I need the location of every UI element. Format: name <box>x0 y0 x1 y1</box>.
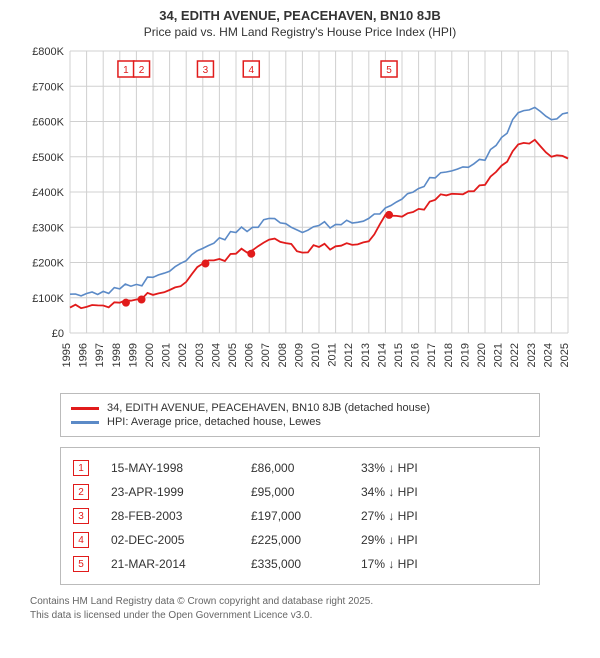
x-tick-label: 2022 <box>509 343 521 367</box>
x-tick-label: 2006 <box>244 343 256 367</box>
transaction-price: £197,000 <box>251 509 361 523</box>
marker-number: 2 <box>139 65 145 76</box>
transaction-price: £95,000 <box>251 485 361 499</box>
transaction-dot <box>385 211 393 219</box>
x-tick-label: 2015 <box>393 343 405 367</box>
legend-label: HPI: Average price, detached house, Lewe… <box>107 416 321 428</box>
x-tick-label: 2002 <box>177 343 189 367</box>
x-tick-label: 2013 <box>360 343 372 367</box>
legend-swatch <box>71 407 99 410</box>
transaction-date: 21-MAR-2014 <box>111 557 251 571</box>
transactions-table: 1 15-MAY-1998£86,00033% ↓ HPI 2 23-APR-1999… <box>60 447 540 585</box>
x-tick-label: 2007 <box>260 343 272 367</box>
y-tick-label: £300K <box>32 222 64 234</box>
x-tick-label: 2020 <box>476 343 488 367</box>
x-tick-label: 2005 <box>227 343 239 367</box>
chart-title: 34, EDITH AVENUE, PEACEHAVEN, BN10 8JB <box>0 8 600 23</box>
x-tick-label: 2009 <box>293 343 305 367</box>
x-tick-label: 2018 <box>443 343 455 367</box>
legend-label: 34, EDITH AVENUE, PEACEHAVEN, BN10 8JB (… <box>107 402 430 414</box>
transaction-number: 2 <box>73 484 89 500</box>
x-tick-label: 2011 <box>327 343 339 367</box>
transaction-date: 02-DEC-2005 <box>111 533 251 547</box>
transaction-diff: 27% ↓ HPI <box>361 509 471 523</box>
x-tick-label: 2003 <box>194 343 206 367</box>
y-tick-label: £200K <box>32 258 64 270</box>
x-tick-label: 2004 <box>210 343 222 367</box>
transaction-diff: 33% ↓ HPI <box>361 461 471 475</box>
legend-swatch <box>71 421 99 424</box>
y-tick-label: £700K <box>32 81 64 93</box>
x-tick-label: 2016 <box>410 343 422 367</box>
transaction-price: £225,000 <box>251 533 361 547</box>
y-tick-label: £400K <box>32 187 64 199</box>
transaction-diff: 29% ↓ HPI <box>361 533 471 547</box>
transaction-number: 4 <box>73 532 89 548</box>
x-tick-label: 2000 <box>144 343 156 367</box>
transaction-dot <box>201 260 209 268</box>
x-tick-label: 2025 <box>559 343 571 367</box>
transaction-diff: 17% ↓ HPI <box>361 557 471 571</box>
y-tick-label: £500K <box>32 152 64 164</box>
transaction-date: 15-MAY-1998 <box>111 461 251 475</box>
x-tick-label: 2010 <box>310 343 322 367</box>
marker-number: 1 <box>123 65 129 76</box>
transaction-dot <box>138 296 146 304</box>
x-tick-label: 2019 <box>459 343 471 367</box>
footer-attribution: Contains HM Land Registry data © Crown c… <box>30 595 570 623</box>
transaction-date: 23-APR-1999 <box>111 485 251 499</box>
line-chart: £0 £100K £200K £300K £400K £500K £600K £700K £80… <box>20 45 580 385</box>
chart-area: £0 £100K £200K £300K £400K £500K £600K £700K £80… <box>20 45 580 385</box>
transaction-number: 5 <box>73 556 89 572</box>
legend-item: HPI: Average price, detached house, Lewe… <box>71 416 529 428</box>
legend-item: 34, EDITH AVENUE, PEACEHAVEN, BN10 8JB (… <box>71 402 529 414</box>
transaction-price: £86,000 <box>251 461 361 475</box>
footer-line-2: This data is licensed under the Open Gov… <box>30 609 570 623</box>
x-tick-label: 2008 <box>277 343 289 367</box>
x-tick-label: 2014 <box>376 343 388 367</box>
y-tick-label: £800K <box>32 46 64 58</box>
transaction-number: 3 <box>73 508 89 524</box>
x-tick-label: 2001 <box>161 343 173 367</box>
marker-number: 5 <box>386 65 392 76</box>
transaction-price: £335,000 <box>251 557 361 571</box>
x-tick-label: 1999 <box>127 343 139 367</box>
marker-number: 4 <box>248 65 254 76</box>
x-tick-label: 1998 <box>111 343 123 367</box>
transaction-dot <box>122 299 130 307</box>
x-tick-label: 2021 <box>493 343 505 367</box>
y-tick-label: £0 <box>52 328 64 340</box>
transaction-diff: 34% ↓ HPI <box>361 485 471 499</box>
y-tick-label: £100K <box>32 293 64 305</box>
transaction-number: 1 <box>73 460 89 476</box>
chart-subtitle: Price paid vs. HM Land Registry's House … <box>0 25 600 39</box>
footer-line-1: Contains HM Land Registry data © Crown c… <box>30 595 570 609</box>
transaction-row: 1 15-MAY-1998£86,00033% ↓ HPI <box>73 456 527 480</box>
transaction-row: 4 02-DEC-2005£225,00029% ↓ HPI <box>73 528 527 552</box>
x-tick-label: 1995 <box>61 343 73 367</box>
x-tick-label: 1996 <box>78 343 90 367</box>
x-tick-label: 2023 <box>526 343 538 367</box>
transaction-date: 28-FEB-2003 <box>111 509 251 523</box>
transaction-dot <box>247 250 255 258</box>
y-tick-label: £600K <box>32 117 64 129</box>
transaction-row: 5 21-MAR-2014£335,00017% ↓ HPI <box>73 552 527 576</box>
x-tick-label: 2012 <box>343 343 355 367</box>
x-tick-label: 2024 <box>542 343 554 367</box>
marker-number: 3 <box>203 65 209 76</box>
x-tick-label: 2017 <box>426 343 438 367</box>
x-tick-label: 1997 <box>94 343 106 367</box>
legend: 34, EDITH AVENUE, PEACEHAVEN, BN10 8JB (… <box>60 393 540 437</box>
transaction-row: 2 23-APR-1999£95,00034% ↓ HPI <box>73 480 527 504</box>
transaction-row: 3 28-FEB-2003£197,00027% ↓ HPI <box>73 504 527 528</box>
